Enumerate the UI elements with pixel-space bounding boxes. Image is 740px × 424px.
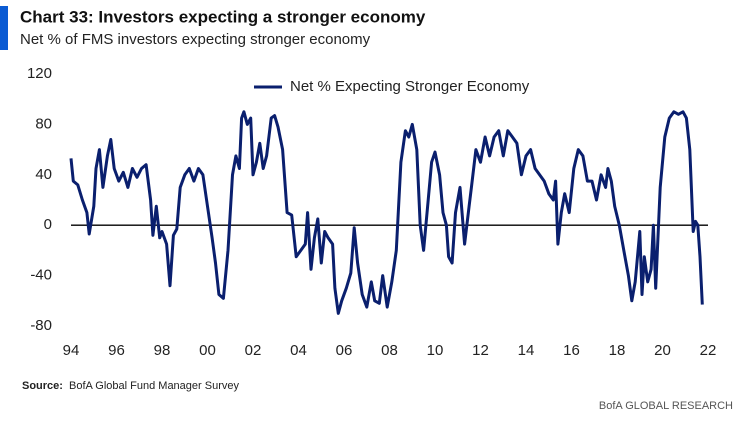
x-tick-label: 04	[290, 342, 307, 359]
y-tick-label: 80	[35, 115, 52, 132]
x-tick-label: 14	[518, 342, 535, 359]
x-tick-label: 18	[609, 342, 626, 359]
x-tick-label: 22	[700, 342, 717, 359]
x-tick-label: 12	[472, 342, 489, 359]
source: BofA Global Fund Manager Survey	[69, 380, 239, 392]
x-tick-label: 06	[336, 342, 353, 359]
x-tick-label: 16	[563, 342, 580, 359]
x-tick-label: 02	[245, 342, 262, 359]
x-tick-label: 08	[381, 342, 398, 359]
legend-label: Net % Expecting Stronger Economy	[290, 78, 530, 95]
x-tick-label: 00	[199, 342, 216, 359]
x-tick-label: 20	[654, 342, 671, 359]
chart-title: Chart 33: Investors expecting a stronger…	[20, 7, 426, 26]
y-tick-label: 120	[27, 65, 52, 82]
y-tick-label: -40	[30, 267, 52, 284]
footer: BofA GLOBAL RESEARCH	[599, 400, 733, 412]
series-line	[69, 110, 704, 315]
x-tick-label: 98	[154, 342, 171, 359]
y-tick-label: 40	[35, 166, 52, 183]
source-label: Source:	[22, 380, 63, 392]
chart-subtitle: Net % of FMS investors expecting stronge…	[20, 31, 371, 48]
x-tick-label: 10	[427, 342, 444, 359]
x-tick-label: 94	[63, 342, 80, 359]
x-tick-label: 96	[108, 342, 125, 359]
title-bar	[0, 6, 8, 50]
y-tick-label: 0	[44, 216, 52, 233]
y-tick-label: -80	[30, 317, 52, 334]
